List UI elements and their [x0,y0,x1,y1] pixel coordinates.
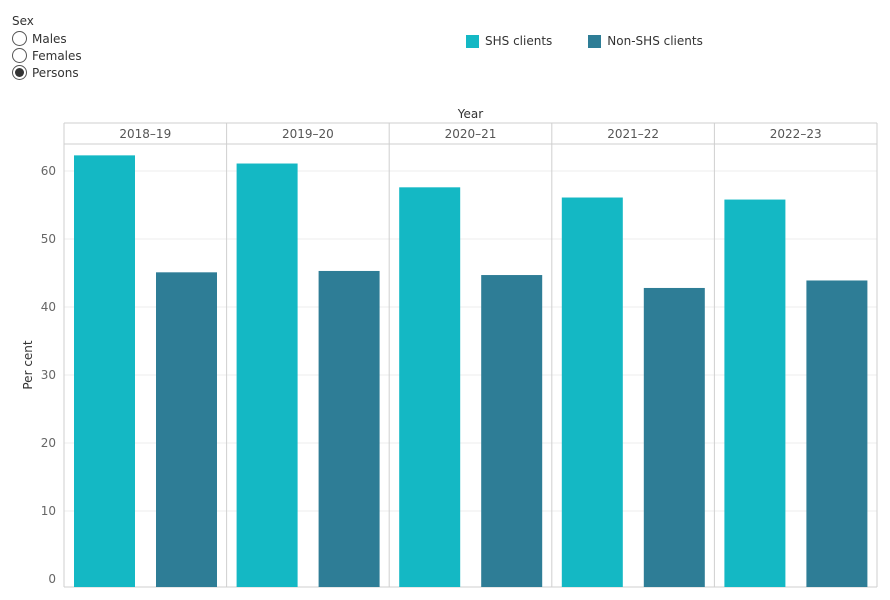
legend-item-shs[interactable]: SHS clients [466,34,552,48]
category-label: 2021–22 [607,127,659,141]
sex-filter: Sex Males Females Persons [12,14,82,81]
chart-legend: SHS clients Non-SHS clients [466,34,739,48]
bar-non-shs-clients [156,272,217,587]
bar-non-shs-clients [806,280,868,587]
radio-option-males[interactable]: Males [12,30,82,47]
bar-shs-clients [74,155,135,588]
legend-swatch-shs [466,34,479,48]
category-label: 2022–23 [770,127,822,141]
bar-non-shs-clients [643,287,705,587]
category-label: 2018–19 [119,127,171,141]
bar-shs-clients [399,187,461,587]
bar-non-shs-clients [318,270,380,587]
radio-button-persons[interactable] [12,65,27,80]
filter-title: Sex [12,14,34,28]
radio-button-females[interactable] [12,48,27,63]
y-tick-label: 50 [41,232,56,246]
bar-non-shs-clients [481,275,543,587]
radio-option-persons[interactable]: Persons [12,64,82,81]
bar-shs-clients [724,199,786,587]
bar-shs-clients [236,163,298,587]
legend-label-non-shs: Non-SHS clients [607,34,703,48]
y-tick-label: 40 [41,300,56,314]
radio-label-females: Females [32,48,82,63]
legend-item-non-shs[interactable]: Non-SHS clients [588,34,703,48]
radio-label-persons: Persons [32,65,79,80]
radio-option-females[interactable]: Females [12,47,82,64]
y-tick-label: 20 [41,436,56,450]
bar-shs-clients [561,197,623,587]
y-axis-title: Per cent [21,340,35,390]
y-tick-label: 60 [41,164,56,178]
radio-button-males[interactable] [12,31,27,46]
y-tick-label: 30 [41,368,56,382]
radio-label-males: Males [32,31,67,46]
radio-dot-icon [15,68,24,77]
category-label: 2020–21 [445,127,497,141]
legend-label-shs: SHS clients [485,34,553,48]
category-label: 2019–20 [282,127,334,141]
x-axis-title: Year [457,107,483,121]
y-tick-label: 0 [48,572,56,586]
legend-swatch-non-shs [588,34,602,48]
y-tick-label: 10 [41,504,56,518]
